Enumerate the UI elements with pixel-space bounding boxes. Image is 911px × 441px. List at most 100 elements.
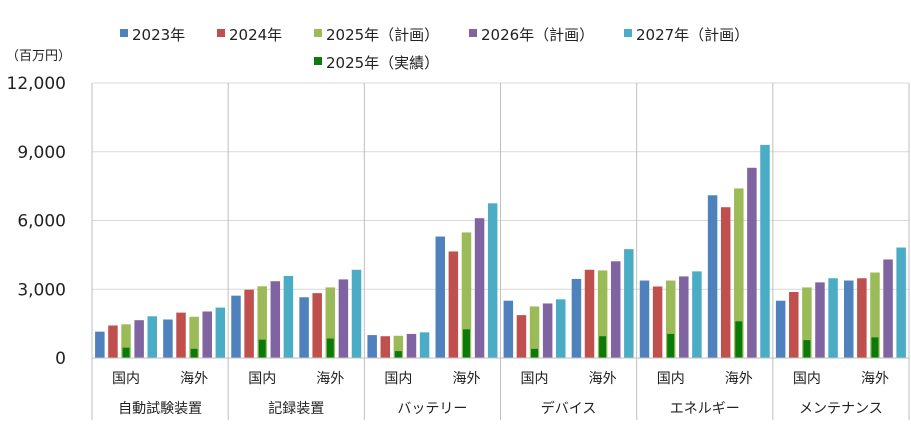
bar [202,311,212,358]
legend-label: 2027年（計画） [636,26,749,44]
bar-actual [667,333,675,358]
bar [802,287,812,358]
bar [299,297,309,358]
x-group-label: 記録装置 [268,400,324,417]
legend-label: 2026年（計画） [481,26,594,44]
bar [393,335,404,358]
bar [844,280,854,358]
bar [419,332,430,358]
bar [679,276,689,358]
bar [147,316,157,358]
bar [487,203,498,358]
bar [325,287,336,358]
legend-swatch [314,57,322,65]
bar [624,249,634,358]
x-subcategory-label: 国内 [793,371,821,387]
legend-swatch [624,29,632,37]
bar [529,306,540,358]
bar [857,278,867,358]
bar [870,272,880,358]
legend-swatch [217,29,225,37]
legend-swatch [314,29,322,37]
bar [312,293,322,358]
bar [597,270,608,358]
bar [760,144,770,358]
bar [571,278,582,358]
bar [883,259,893,358]
bar [720,207,731,358]
bar [555,299,566,358]
legend-swatch [469,29,477,37]
bar [406,333,417,358]
x-group-label: デバイス [541,400,597,417]
y-tick-label: 3,000 [17,280,66,300]
y-axis: 0 3,000 6,000 9,000 12,000 [7,74,66,369]
bar [734,188,744,358]
bar [134,320,144,358]
bar [692,271,702,358]
bar [95,331,105,358]
bar [610,261,621,358]
bar [189,316,199,358]
x-subcategory-label: 海外 [725,371,753,387]
legend: 2023年 2024年 2025年（計画） 2026年（計画） 2027年（計画） 202… [120,26,749,72]
x-subcategory-label: 海外 [861,371,889,387]
bar [176,312,186,358]
x-subcategory-label: 海外 [589,371,617,387]
x-subcategory-label: 国内 [384,371,412,387]
x-group-label: メンテナンス [799,401,883,417]
bar [351,269,362,358]
bar [665,280,676,358]
bar [270,281,281,358]
bar [828,278,838,358]
y-tick-label: 6,000 [17,212,66,232]
bar-actual [122,347,130,358]
bar-actual [258,339,266,358]
legend-label: 2023年 [132,26,185,44]
bar [367,335,377,358]
x-subcategory-label: 国内 [248,371,276,387]
bar [338,279,349,358]
legend-label: 2024年 [229,26,282,44]
legend-label: 2025年（実績） [326,54,439,72]
bar [789,292,799,358]
y-tick-label: 9,000 [17,143,66,163]
bar [896,247,906,358]
x-group-label: エネルギー [670,401,740,417]
bar [503,300,514,358]
bar-actual [599,336,607,358]
bar [542,303,553,358]
bar-actual [326,338,334,358]
bar-actual [462,329,470,358]
bar-actual [531,348,539,358]
bar [474,218,485,358]
bar [448,251,459,358]
x-subcategory-label: 国内 [657,371,685,387]
x-subcategory-label: 海外 [316,371,344,387]
x-subcategory-label: 国内 [521,371,549,387]
bar [652,286,663,358]
bar [707,195,718,358]
bar [257,286,267,358]
x-subcategory-label: 海外 [180,371,208,387]
bar [461,232,472,358]
x-group-label: バッテリー [397,401,467,417]
bar [121,324,131,358]
bar-actual [394,351,402,358]
x-group-label: 自動試験装置 [118,401,202,417]
bar [435,236,446,358]
legend-label: 2025年（計画） [326,26,439,44]
bar [584,269,595,358]
bar-actual [735,321,743,358]
x-subcategory-label: 海外 [452,371,480,387]
bar [283,275,294,358]
bar [516,315,527,358]
x-subcategory-label: 国内 [112,371,140,387]
bar [108,325,118,358]
legend-swatch [120,29,128,37]
bar [639,280,650,358]
y-axis-unit-label: （百万円） [6,49,71,64]
bar-actual [871,337,879,358]
bar-actual [803,340,811,358]
